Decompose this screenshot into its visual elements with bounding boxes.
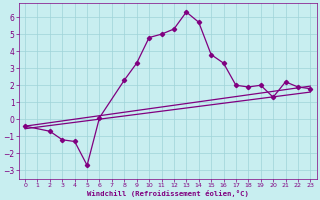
X-axis label: Windchill (Refroidissement éolien,°C): Windchill (Refroidissement éolien,°C) xyxy=(87,190,249,197)
